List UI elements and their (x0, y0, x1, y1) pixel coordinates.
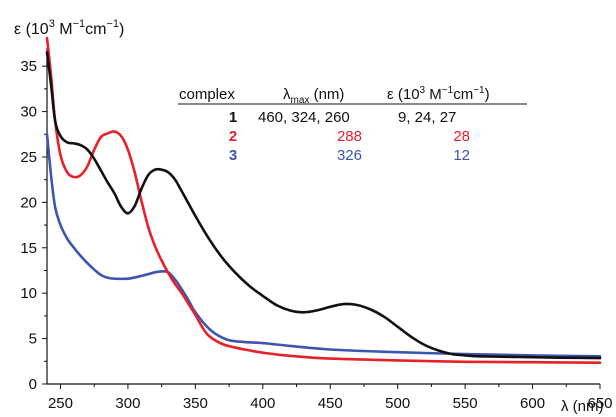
data-table: complex λmax (nm) ε (103 M−1cm−1) 1 460,… (178, 85, 527, 164)
x-tick-label: 650 (587, 395, 612, 412)
table-row-3-lambda: 326 (337, 147, 362, 164)
y-tick-label: 35 (20, 58, 37, 75)
table-header-lambda: λmax (nm) (283, 86, 344, 106)
y-axis-ticks: 0 5 10 15 20 25 30 35 (20, 58, 47, 393)
series-line-complex-1 (45, 51, 602, 360)
table-row-2-complex: 2 (229, 128, 237, 145)
x-tick-label: 600 (520, 395, 545, 412)
series-line-complex-2 (45, 36, 602, 364)
table-row-3-complex: 3 (229, 147, 237, 164)
y-tick-label: 25 (20, 149, 37, 166)
x-axis-label: λ (nm) (561, 398, 604, 415)
x-tick-label: 500 (385, 395, 410, 412)
y-tick-label: 20 (20, 194, 37, 211)
series-line-complex-3 (45, 133, 602, 358)
x-tick-label: 450 (318, 395, 343, 412)
x-tick-label: 350 (183, 395, 208, 412)
x-tick-label: 300 (115, 395, 140, 412)
x-axis-ticks: 250 300 350 400 450 500 550 600 650 (48, 384, 613, 412)
y-tick-label: 5 (29, 331, 37, 348)
table-row-2-lambda: 288 (337, 128, 362, 145)
y-tick-label: 15 (20, 240, 37, 257)
table-row-1-complex: 1 (229, 109, 237, 126)
x-tick-label: 550 (453, 395, 478, 412)
table-header-complex: complex (179, 86, 235, 103)
x-tick-label: 250 (48, 395, 73, 412)
y-axis-label: ε (103 M−1cm−1) (14, 18, 124, 38)
table-row-2-epsilon: 28 (453, 128, 470, 145)
y-tick-label: 10 (20, 285, 37, 302)
table-row-1-lambda: 460, 324, 260 (258, 109, 350, 126)
table-header-epsilon: ε (103 M−1cm−1) (387, 85, 490, 103)
table-row-3-epsilon: 12 (453, 147, 470, 164)
x-tick-label: 400 (250, 395, 275, 412)
table-row-1-epsilon: 9, 24, 27 (398, 109, 456, 126)
y-tick-label: 30 (20, 104, 37, 121)
y-tick-label: 0 (29, 376, 37, 393)
series-group (45, 36, 602, 364)
